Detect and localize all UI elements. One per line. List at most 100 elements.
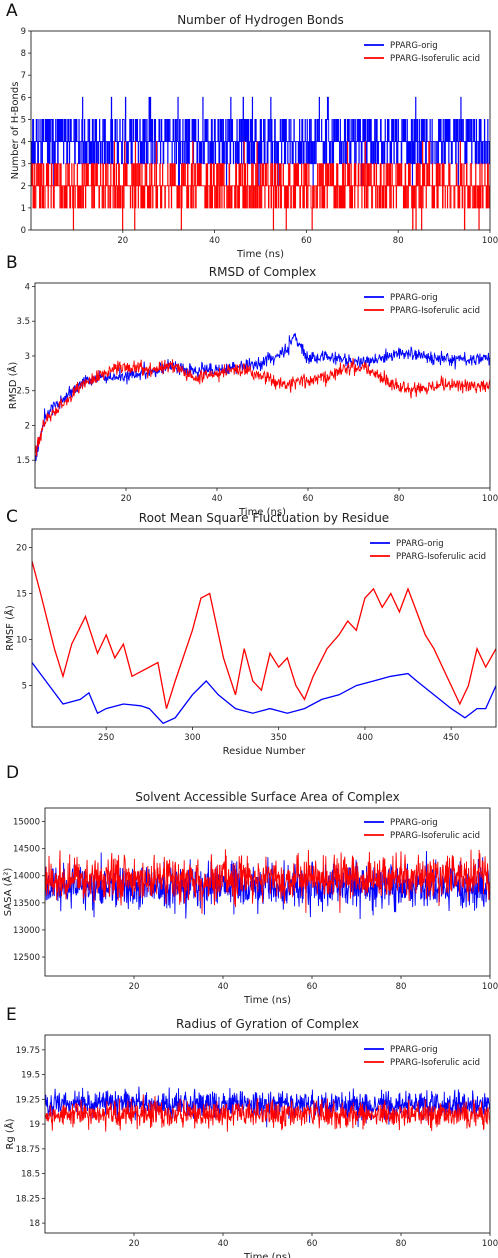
chart-title: RMSD of Complex	[209, 265, 316, 279]
series-line-pparg-isoferulic	[32, 561, 496, 709]
chart-panel-c: C Root Mean Square Fluctuation by Residue…	[3, 507, 497, 757]
panel-letter: B	[6, 253, 18, 273]
y-tick-label: 14500	[13, 845, 40, 855]
x-tick-label: 100	[482, 1239, 498, 1249]
x-tick-label: 80	[396, 1239, 407, 1249]
panel-letter: D	[6, 763, 19, 783]
y-tick-label: 1	[21, 204, 26, 214]
legend-label: PPARG-Isoferulic acid	[390, 1058, 480, 1068]
x-tick-label: 40	[218, 982, 229, 992]
legend-label: PPARG-Isoferulic acid	[390, 54, 480, 64]
plot-area	[45, 1086, 490, 1132]
x-tick-label: 300	[184, 733, 200, 743]
y-axis-label: RMSF (Å)	[3, 605, 16, 651]
y-tick-label: 7	[21, 71, 26, 81]
legend-label: PPARG-Isoferulic acid	[390, 831, 480, 841]
y-axis-label: Rg (Å)	[3, 1118, 16, 1149]
y-tick-label: 20	[16, 543, 27, 553]
x-tick-label: 80	[394, 494, 405, 504]
y-tick-label: 0	[21, 226, 26, 236]
y-tick-label: 9	[21, 27, 26, 37]
panel-letter: C	[6, 507, 18, 527]
y-tick-label: 18.75	[16, 1145, 40, 1155]
y-tick-label: 6	[21, 93, 26, 103]
y-tick-label: 19.25	[16, 1095, 40, 1105]
legend: PPARG-orig PPARG-Isoferulic acid	[364, 1045, 480, 1068]
chart-title: Solvent Accessible Surface Area of Compl…	[135, 790, 399, 804]
panel-letter: A	[6, 1, 18, 21]
x-tick-label: 60	[307, 982, 318, 992]
legend-label: PPARG-Isoferulic acid	[396, 552, 486, 562]
x-axis-label: Time (ns)	[243, 1252, 291, 1258]
y-tick-label: 12500	[13, 953, 40, 963]
x-tick-label: 60	[301, 236, 312, 246]
series-line-pparg-isoferulic	[31, 141, 490, 230]
legend: PPARG-orig PPARG-Isoferulic acid	[370, 539, 486, 562]
y-tick-label: 15	[16, 589, 27, 599]
chart-title: Number of Hydrogen Bonds	[177, 13, 344, 27]
y-tick-label: 3	[21, 160, 26, 170]
series-line-pparg-orig	[35, 333, 490, 466]
y-axis-label: SASA (Å²)	[1, 868, 14, 917]
x-axis-label: Residue Number	[223, 746, 307, 757]
y-tick-label: 4	[21, 138, 26, 148]
y-tick-label: 2	[21, 182, 26, 192]
y-axis-label: Number of H-Bonds	[10, 82, 21, 180]
y-tick-label: 1.5	[16, 456, 30, 466]
panel-letter: E	[6, 1005, 17, 1025]
x-tick-label: 40	[218, 1239, 229, 1249]
plot-area	[35, 333, 490, 466]
chart-panel-d: D Solvent Accessible Surface Area of Comp…	[1, 763, 498, 1006]
plot-frame	[34, 282, 491, 489]
x-tick-label: 350	[271, 733, 287, 743]
x-tick-label: 60	[303, 494, 314, 504]
x-axis-label: Time (ns)	[238, 507, 286, 518]
legend-label: PPARG-orig	[390, 293, 438, 303]
x-tick-label: 60	[307, 1239, 318, 1249]
plot-frame	[31, 528, 497, 728]
legend: PPARG-orig PPARG-Isoferulic acid	[364, 293, 480, 316]
plot-frame	[44, 1034, 491, 1234]
plot-frame	[44, 807, 491, 977]
y-tick-label: 2	[25, 421, 30, 431]
chart-panel-a: A Number of Hydrogen Bonds 20 40 60 80 100 0 1 2 3…	[6, 1, 498, 260]
y-tick-label: 2.5	[16, 387, 30, 397]
series-line-pparg-isoferulic	[45, 849, 490, 914]
y-tick-label: 14000	[13, 872, 40, 882]
plot-area	[32, 561, 496, 725]
x-axis-label: Time (ns)	[243, 995, 291, 1006]
legend: PPARG-orig PPARG-Isoferulic acid	[364, 818, 480, 841]
series-line-pparg-orig	[32, 662, 496, 725]
y-tick-label: 5	[21, 115, 26, 125]
y-tick-label: 13500	[13, 899, 40, 909]
plot-frame	[30, 30, 491, 231]
y-tick-label: 15000	[13, 818, 40, 828]
x-tick-label: 20	[129, 982, 140, 992]
x-tick-label: 250	[98, 733, 114, 743]
y-tick-label: 19	[29, 1120, 40, 1130]
y-tick-label: 18	[29, 1219, 40, 1229]
series-line-pparg-isoferulic	[45, 1094, 490, 1132]
x-axis-label: Time (ns)	[236, 249, 284, 260]
legend-label: PPARG-orig	[390, 1045, 438, 1055]
chart-panel-b: B RMSD of Complex 20 40 60 80 100 1.5 2 2.5 3 3.5 4 T…	[6, 253, 498, 518]
legend-label: PPARG-orig	[390, 818, 438, 828]
x-tick-label: 450	[443, 733, 459, 743]
plot-area	[45, 849, 490, 920]
chart-title: Radius of Gyration of Complex	[176, 1017, 359, 1031]
y-tick-label: 4	[25, 282, 30, 292]
legend-label: PPARG-orig	[396, 539, 444, 549]
y-tick-label: 18.5	[21, 1170, 40, 1180]
x-tick-label: 20	[129, 1239, 140, 1249]
x-tick-label: 400	[357, 733, 373, 743]
legend: PPARG-orig PPARG-Isoferulic acid	[364, 41, 480, 64]
x-tick-label: 20	[121, 494, 132, 504]
y-tick-label: 10	[16, 636, 27, 646]
y-tick-label: 13000	[13, 926, 40, 936]
y-tick-label: 18.25	[16, 1194, 40, 1204]
legend-label: PPARG-Isoferulic acid	[390, 306, 480, 316]
series-line-pparg-orig	[31, 96, 490, 187]
x-tick-label: 100	[482, 494, 498, 504]
y-tick-label: 5	[22, 682, 27, 692]
